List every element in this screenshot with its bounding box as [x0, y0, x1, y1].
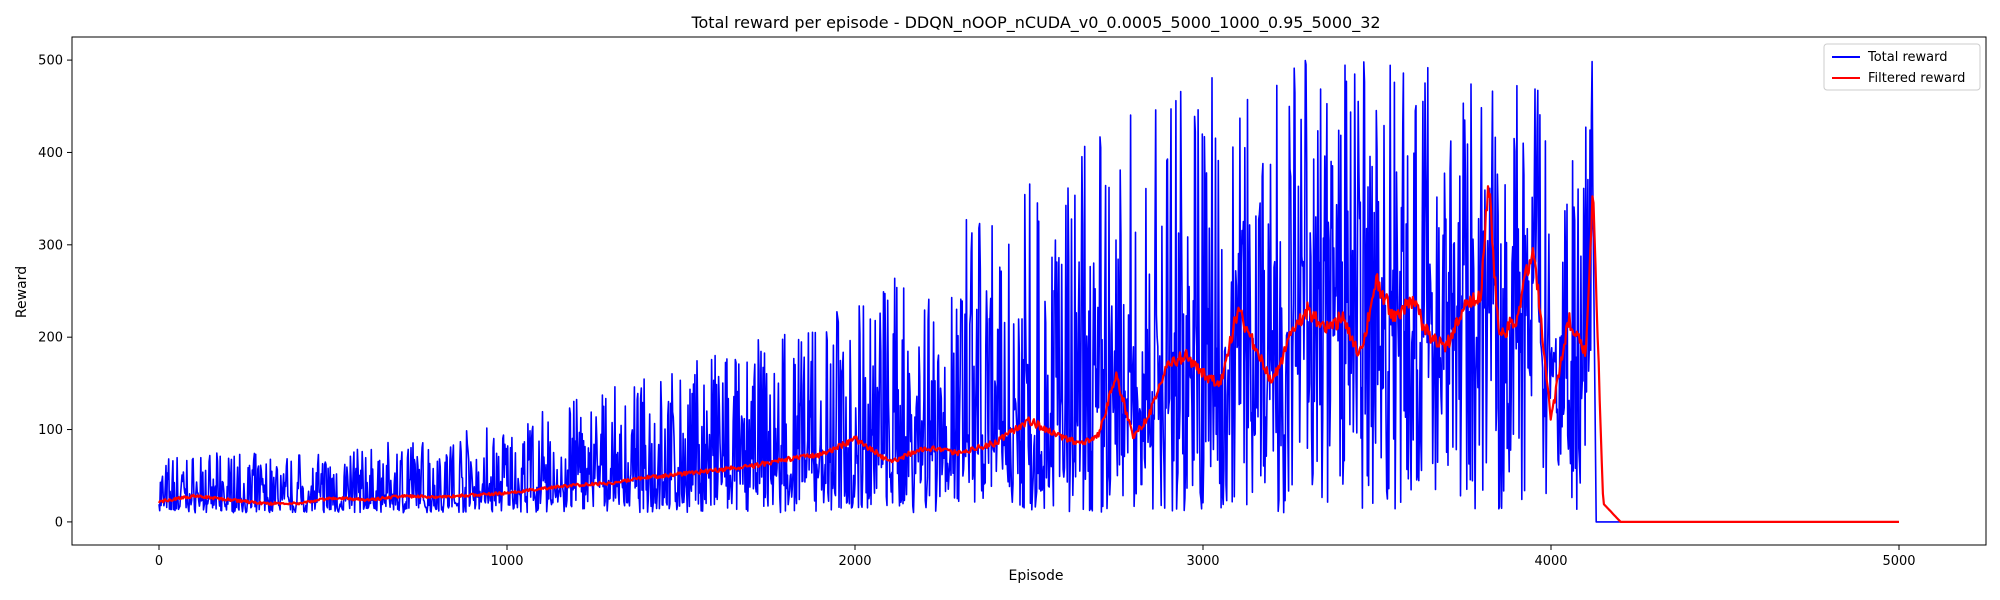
y-tick-label: 500	[38, 54, 63, 69]
x-tick-label: 4000	[1534, 554, 1567, 569]
series-line-total-reward	[158, 59, 1899, 523]
legend-box	[1823, 43, 1981, 91]
x-tick-label: 1000	[490, 554, 523, 569]
y-tick-label: 100	[38, 423, 63, 438]
x-tick-label: 3000	[1186, 554, 1219, 569]
x-tick-label: 0	[155, 554, 163, 569]
x-axis: 0 1000 2000 3000 4000 5000	[155, 545, 1916, 569]
y-tick-label: 0	[55, 515, 63, 530]
legend-label-total-reward: Total reward	[1867, 50, 1948, 65]
plot-frame	[71, 36, 1987, 546]
x-tick-label: 5000	[1882, 554, 1915, 569]
series-line-filtered-reward	[158, 185, 1899, 524]
y-axis: 0 100 200 300 400 500	[38, 54, 72, 530]
legend-label-filtered-reward: Filtered reward	[1868, 71, 1965, 86]
y-tick-label: 400	[38, 146, 63, 161]
plot-area: 0 1000 2000 3000 4000 5000 0 100 200 300 400 500	[38, 36, 1987, 569]
y-tick-label: 300	[38, 238, 63, 253]
y-tick-label: 200	[38, 331, 63, 346]
legend: Total reward Filtered reward	[1823, 43, 1981, 91]
y-axis-title: Reward	[14, 266, 30, 318]
x-tick-label: 2000	[838, 554, 871, 569]
series-layer	[158, 59, 1899, 524]
x-axis-title: Episode	[1009, 568, 1064, 584]
chart-title: Total reward per episode - DDQN_nOOP_nCU…	[690, 13, 1380, 33]
